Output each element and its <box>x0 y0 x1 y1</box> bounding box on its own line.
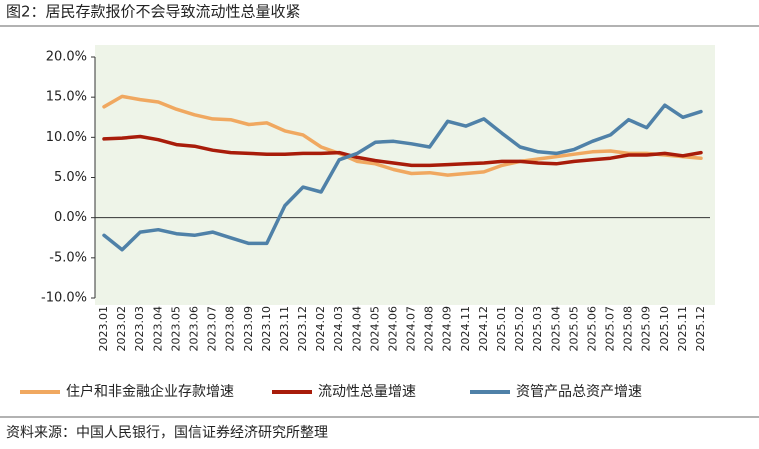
x-tick-label: 2024.11 <box>459 306 472 352</box>
x-tick-label: 2025.07 <box>604 306 617 352</box>
x-tick-label: 2025.03 <box>531 306 544 352</box>
y-tick-label: -5.0% <box>49 250 87 265</box>
x-tick-label: 2023.01 <box>97 306 110 352</box>
legend-label: 流动性总量增速 <box>318 384 416 400</box>
x-tick-label: 2023.02 <box>115 306 128 352</box>
series-line <box>102 103 703 252</box>
x-tick-label: 2024.12 <box>477 306 490 352</box>
y-tick-label: 5.0% <box>54 170 87 185</box>
x-tick-label: 2025.08 <box>622 306 635 352</box>
plot-area <box>95 45 715 305</box>
x-tick-label: 2023.11 <box>278 306 291 352</box>
x-tick-label: 2024.08 <box>423 306 436 352</box>
x-tick-label: 2025.01 <box>495 306 508 352</box>
x-tick-label: 2024.05 <box>368 306 381 352</box>
x-tick-label: 2023.06 <box>187 306 200 352</box>
y-tick-label: 20.0% <box>46 50 87 65</box>
x-tick-label: 2024.03 <box>332 306 345 352</box>
x-tick-label: 2023.12 <box>296 306 309 352</box>
x-tick-label: 2023.10 <box>260 306 273 352</box>
x-tick-label: 2025.09 <box>640 306 653 352</box>
x-tick-label: 2025.10 <box>658 306 671 352</box>
x-tick-label: 2023.04 <box>151 306 164 352</box>
x-tick-label: 2024.07 <box>405 306 418 352</box>
x-tick-label: 2023.05 <box>169 306 182 352</box>
y-tick-label: -10.0% <box>41 291 87 306</box>
x-tick-label: 2025.05 <box>567 306 580 352</box>
x-tick-label: 2025.11 <box>676 306 689 352</box>
x-tick-label: 2024.04 <box>350 306 363 352</box>
y-tick-label: 10.0% <box>46 130 87 145</box>
x-tick-label: 2025.12 <box>694 306 707 352</box>
series-line <box>102 134 703 168</box>
x-tick-label: 2023.07 <box>206 306 219 352</box>
y-tick-label: 15.0% <box>46 90 87 105</box>
x-tick-label: 2023.03 <box>133 306 146 352</box>
y-tick-label: 0.0% <box>54 210 87 225</box>
x-tick-label: 2025.06 <box>585 306 598 352</box>
x-tick-label: 2024.09 <box>441 306 454 352</box>
x-tick-label: 2025.04 <box>549 306 562 352</box>
series-line <box>102 94 703 177</box>
x-tick-label: 2023.08 <box>224 306 237 352</box>
x-tick-label: 2025.02 <box>513 306 526 352</box>
x-tick-label: 2023.09 <box>242 306 255 352</box>
x-tick-label: 2024.06 <box>386 306 399 352</box>
source-note: 资料来源：中国人民银行，国信证券经济研究所整理 <box>6 425 328 441</box>
chart-title: 图2：居民存款报价不会导致流动性总量收紧 <box>6 3 301 21</box>
legend-label: 住户和非金融企业存款增速 <box>66 383 234 400</box>
x-tick-label: 2024.02 <box>314 306 327 352</box>
legend-label: 资管产品总资产增速 <box>516 384 642 400</box>
